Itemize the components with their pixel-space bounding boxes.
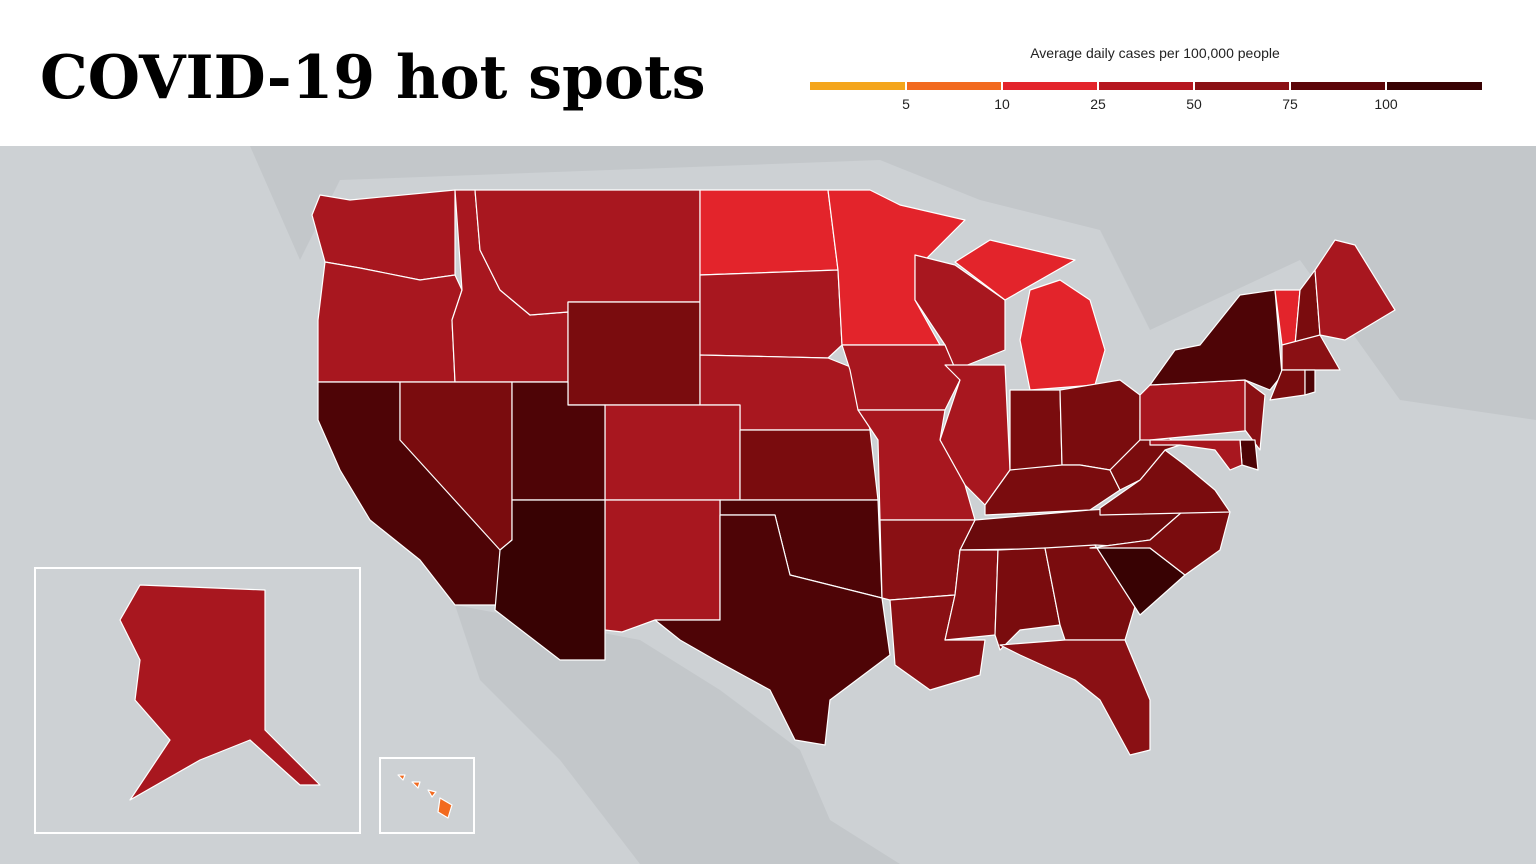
state bbox=[1304, 369, 1316, 396]
state bbox=[699, 269, 843, 359]
state bbox=[739, 429, 879, 501]
state bbox=[914, 254, 1006, 371]
state bbox=[604, 404, 741, 501]
state bbox=[1089, 504, 1231, 576]
legend-swatch bbox=[1002, 82, 1098, 90]
legend-swatch bbox=[1290, 82, 1386, 90]
legend-title: Average daily cases per 100,000 people bbox=[1030, 45, 1280, 61]
state bbox=[1239, 439, 1259, 471]
state bbox=[939, 364, 1011, 506]
state bbox=[857, 409, 976, 521]
header-bg bbox=[0, 0, 1536, 146]
state bbox=[604, 499, 721, 633]
legend-swatch bbox=[906, 82, 1002, 90]
legend-swatch bbox=[1386, 82, 1482, 90]
state bbox=[944, 549, 999, 641]
state bbox=[1281, 334, 1341, 371]
legend-tick-label: 100 bbox=[1374, 96, 1398, 112]
state bbox=[119, 584, 321, 801]
legend-tick-label: 50 bbox=[1186, 96, 1202, 112]
state bbox=[999, 639, 1151, 756]
legend-swatch bbox=[810, 82, 906, 90]
state bbox=[699, 189, 839, 276]
canada-land bbox=[200, 146, 1536, 420]
hawaii-inset bbox=[379, 757, 475, 834]
state bbox=[397, 774, 453, 819]
state bbox=[1139, 379, 1256, 441]
mexico-land bbox=[455, 605, 900, 864]
legend-tick-label: 75 bbox=[1282, 96, 1298, 112]
state bbox=[494, 499, 606, 661]
state bbox=[567, 301, 701, 406]
state bbox=[474, 189, 701, 316]
state bbox=[1149, 439, 1243, 471]
state bbox=[841, 344, 961, 411]
state bbox=[654, 514, 891, 746]
state bbox=[954, 239, 1076, 301]
state bbox=[317, 261, 463, 383]
title: COVID-19 hot spots bbox=[40, 43, 706, 113]
states bbox=[119, 189, 1396, 819]
state bbox=[1244, 379, 1266, 451]
legend-tick-label: 10 bbox=[994, 96, 1010, 112]
legend-tick-label: 25 bbox=[1090, 96, 1106, 112]
legend-tick-label: 5 bbox=[902, 96, 910, 112]
state bbox=[1019, 279, 1106, 391]
legend-swatch bbox=[1194, 82, 1290, 90]
legend-swatch bbox=[1098, 82, 1194, 90]
legend: 5 10 25 50 75 100 bbox=[810, 82, 1482, 112]
